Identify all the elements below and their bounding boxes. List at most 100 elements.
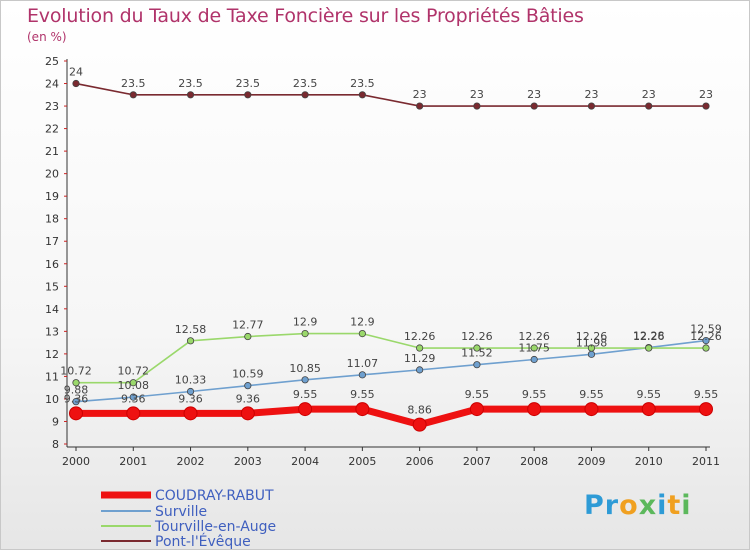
y-tick-label: 9: [52, 415, 59, 428]
data-label-1: 10.59: [232, 368, 264, 381]
series-point-3: [129, 91, 137, 99]
data-label-2: 12.26: [461, 330, 493, 343]
data-label-1: 12.28: [633, 330, 665, 343]
data-label-2: 12.26: [576, 330, 608, 343]
data-label-1: 10.85: [289, 362, 321, 375]
data-label-0: 9.36: [178, 392, 203, 405]
series-point-2: [416, 344, 424, 352]
series-point-0: [584, 402, 599, 417]
data-label-3: 23.5: [178, 77, 203, 90]
data-label-1: 11.52: [461, 347, 493, 360]
data-label-0: 9.55: [636, 388, 661, 401]
x-tick-label: 2005: [348, 455, 376, 468]
series-point-1: [416, 366, 424, 374]
y-tick-label: 16: [45, 258, 59, 271]
y-tick-label: 8: [52, 438, 59, 451]
series-point-1: [358, 371, 366, 379]
data-label-1: 12.59: [690, 323, 722, 336]
data-label-2: 10.72: [60, 365, 92, 378]
legend-label-3: Pont-l'Évêque: [155, 533, 251, 549]
series-point-2: [473, 344, 481, 352]
data-label-3: 23.5: [293, 77, 318, 90]
data-label-3: 23.5: [121, 77, 146, 90]
data-label-2: 12.77: [232, 319, 264, 332]
series-point-0: [69, 406, 83, 421]
y-tick-label: 21: [45, 145, 59, 158]
data-label-3: 23.5: [350, 77, 375, 90]
data-label-0: 9.55: [522, 388, 547, 401]
y-tick-label: 19: [45, 190, 59, 203]
data-label-0: 9.36: [64, 392, 89, 405]
x-tick-label: 2007: [463, 455, 491, 468]
legend-label-2: Tourville-en-Auge: [154, 519, 276, 535]
series-point-3: [186, 91, 195, 99]
data-label-2: 12.9: [293, 316, 318, 329]
data-label-0: 9.55: [579, 388, 604, 401]
data-label-3: 23: [413, 88, 427, 101]
series-point-0: [641, 402, 656, 417]
series-point-1: [530, 355, 538, 364]
data-label-0: 8.86: [407, 404, 432, 417]
series-point-3: [473, 102, 481, 110]
data-label-2: 12.26: [404, 330, 436, 343]
series-point-0: [183, 406, 198, 421]
y-tick-label: 23: [45, 100, 59, 113]
series-line-3: [75, 82, 706, 107]
series-point-2: [587, 344, 596, 352]
data-label-2: 10.72: [118, 365, 150, 378]
data-label-1: 11.07: [347, 357, 379, 370]
data-label-1: 11.75: [518, 342, 550, 355]
x-tick-label: 2010: [635, 455, 663, 468]
y-tick-label: 10: [45, 393, 59, 406]
y-tick-label: 24: [45, 78, 59, 91]
y-tick-label: 15: [45, 280, 59, 293]
series-point-2: [645, 344, 653, 352]
data-label-2: 12.9: [350, 316, 375, 329]
x-tick-label: 2011: [692, 455, 720, 468]
series-point-1: [473, 361, 481, 369]
data-label-3: 23: [470, 88, 484, 101]
series-point-2: [129, 379, 137, 387]
data-label-1: 10.08: [118, 379, 150, 392]
series-point-3: [72, 79, 80, 88]
data-label-0: 9.36: [236, 392, 261, 405]
legend-label-1: Surville: [155, 504, 207, 520]
y-tick-label: 18: [45, 213, 59, 226]
series-point-0: [412, 417, 427, 432]
series-point-3: [358, 91, 366, 99]
data-label-1: 9.88: [64, 384, 89, 397]
series-point-0: [527, 402, 542, 417]
series-point-3: [416, 102, 424, 110]
x-tick-label: 2009: [577, 455, 605, 468]
series-point-0: [126, 406, 141, 421]
data-label-3: 23: [527, 88, 541, 101]
series-line-0: [76, 405, 706, 429]
data-label-1: 11.98: [576, 336, 608, 349]
data-label-2: 12.26: [633, 330, 665, 343]
y-tick-label: 17: [45, 235, 59, 248]
series-point-1: [72, 398, 80, 406]
data-label-1: 11.29: [404, 352, 436, 365]
y-tick-label: 13: [45, 325, 59, 338]
x-tick-label: 2001: [119, 455, 147, 468]
series-point-1: [587, 350, 596, 358]
series-point-3: [645, 102, 653, 110]
series-point-2: [358, 330, 366, 338]
series-point-2: [244, 332, 252, 341]
chart-unit-label: (en %): [27, 30, 67, 44]
series-point-2: [530, 344, 538, 352]
legend-label-0: COUDRAY-RABUT: [155, 488, 274, 504]
series-point-0: [699, 402, 713, 417]
series-point-1: [702, 336, 710, 345]
data-label-0: 9.55: [694, 388, 719, 401]
data-label-3: 24: [69, 66, 83, 79]
data-label-0: 9.55: [465, 388, 490, 401]
x-tick-label: 2008: [520, 455, 548, 468]
x-tick-label: 2004: [291, 455, 319, 468]
series-line-2: [76, 332, 706, 384]
y-tick-label: 12: [45, 348, 59, 361]
series-point-3: [702, 102, 710, 110]
y-tick-label: 25: [45, 55, 59, 68]
